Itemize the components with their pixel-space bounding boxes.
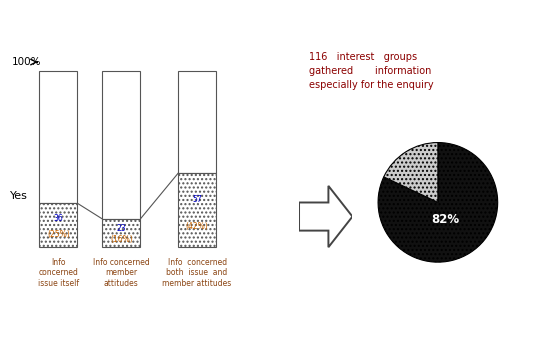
Text: (16%): (16%) xyxy=(110,235,133,244)
Bar xyxy=(103,71,140,219)
Text: Info  concerned
both  issue  and
member attitudes: Info concerned both issue and member att… xyxy=(162,258,232,288)
Text: 57: 57 xyxy=(192,195,202,203)
Text: (25%): (25%) xyxy=(47,230,69,239)
Wedge shape xyxy=(378,143,498,262)
Text: Info
concerned
issue itself: Info concerned issue itself xyxy=(38,258,79,288)
Bar xyxy=(178,71,216,173)
Bar xyxy=(40,203,77,247)
Text: 23: 23 xyxy=(116,224,126,233)
Text: 100%: 100% xyxy=(12,57,41,67)
Polygon shape xyxy=(299,186,352,247)
Text: Yes: Yes xyxy=(10,191,28,201)
Wedge shape xyxy=(384,143,438,202)
Bar xyxy=(178,173,216,247)
Bar xyxy=(40,71,77,203)
Text: 36: 36 xyxy=(53,214,63,223)
Text: 82%: 82% xyxy=(431,213,459,225)
Bar xyxy=(103,219,140,247)
Text: 116   interest   groups
gathered       information
especially for the enquiry: 116 interest groups gathered information… xyxy=(309,52,434,91)
Text: (42%): (42%) xyxy=(186,222,208,231)
Text: Info concerned
member
attitudes: Info concerned member attitudes xyxy=(93,258,150,288)
